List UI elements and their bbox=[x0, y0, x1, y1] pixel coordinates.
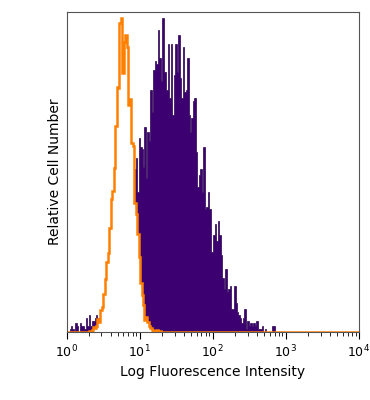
Y-axis label: Relative Cell Number: Relative Cell Number bbox=[48, 99, 63, 245]
X-axis label: Log Fluorescence Intensity: Log Fluorescence Intensity bbox=[120, 364, 305, 378]
